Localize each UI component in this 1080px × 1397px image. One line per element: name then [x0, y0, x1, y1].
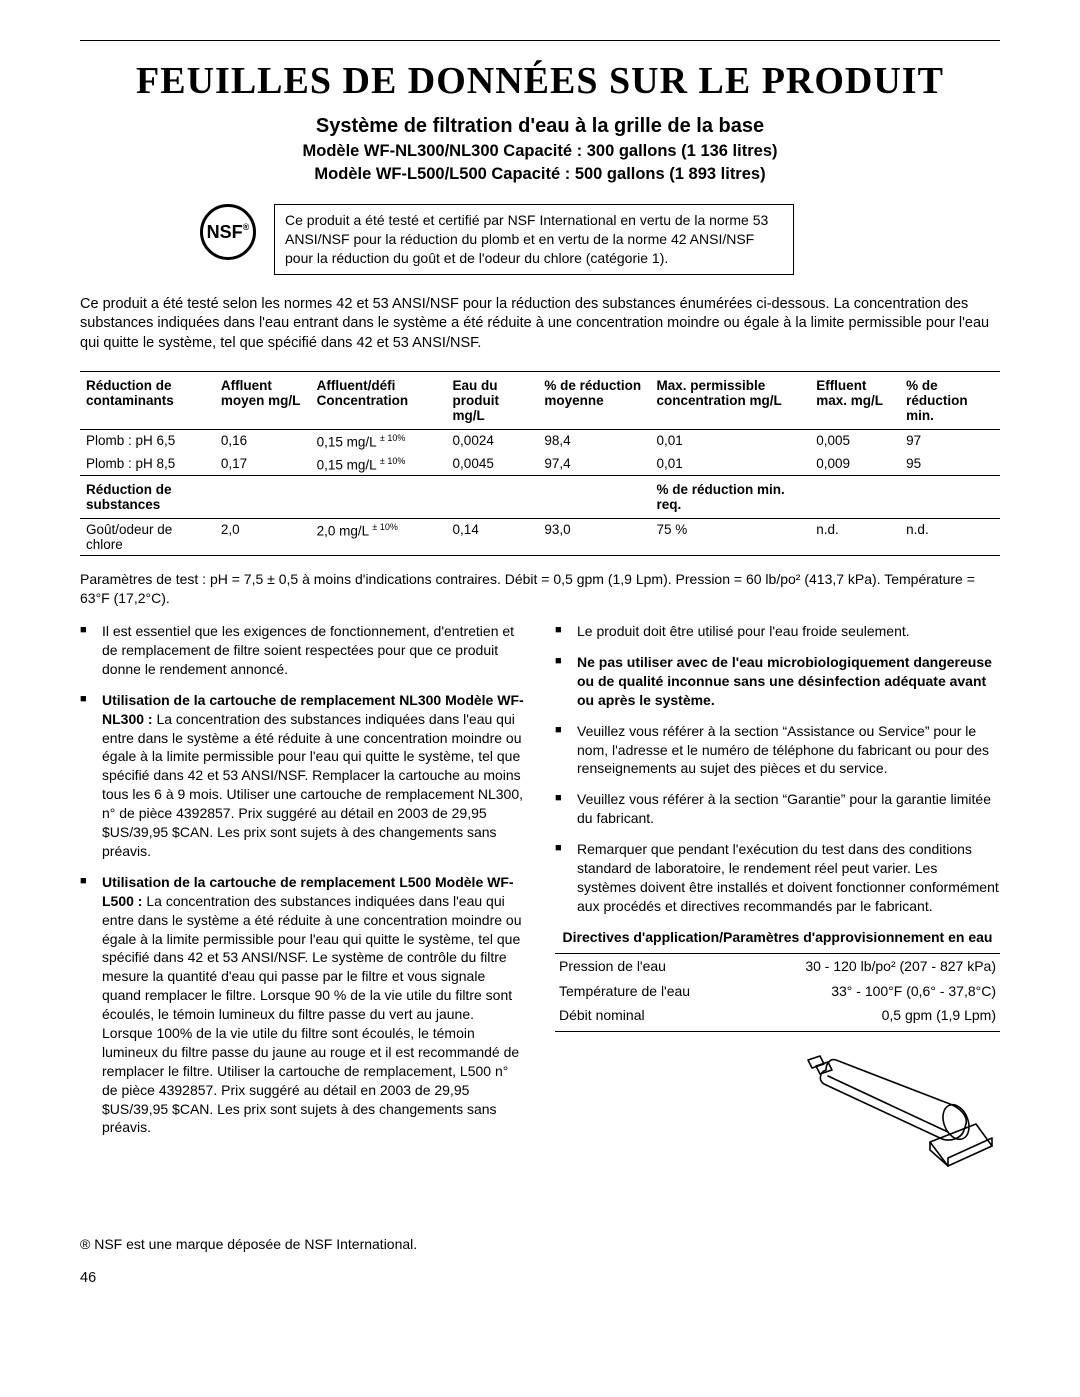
- nsf-row: NSF® Ce produit a été testé et certifié …: [200, 204, 1000, 275]
- list-item: Utilisation de la cartouche de remplacem…: [80, 691, 525, 861]
- col-h4: Eau du produit mg/L: [447, 372, 539, 430]
- table-row: Température de l'eau 33° - 100°F (0,6° -…: [555, 979, 1000, 1004]
- contaminant-table: Réduction de contaminants Affluent moyen…: [80, 371, 1000, 556]
- bullet-body: La concentration des substances indiquée…: [102, 711, 523, 859]
- cell: 0,01: [651, 453, 811, 476]
- cell: 2,0 mg/L ± 10%: [311, 519, 447, 556]
- supply-table: Pression de l'eau 30 - 120 lb/po² (207 -…: [555, 954, 1000, 1033]
- test-parameters-line: Paramètres de test : pH = 7,5 ± 0,5 à mo…: [80, 570, 1000, 608]
- cell: 98,4: [538, 430, 650, 453]
- col-h5: % de réduction moyenne: [538, 372, 650, 430]
- cell: 97: [900, 430, 1000, 453]
- cell: Pression de l'eau: [555, 954, 738, 979]
- cell: 30 - 120 lb/po² (207 - 827 kPa): [738, 954, 1000, 979]
- table-subheader-row: Réduction de substances % de réduction m…: [80, 476, 1000, 519]
- col-h1: Réduction de contaminants: [80, 372, 215, 430]
- cell: 0,15 mg/L ± 10%: [311, 430, 447, 453]
- table-row: Goût/odeur de chlore 2,0 2,0 mg/L ± 10% …: [80, 519, 1000, 556]
- list-item: Remarquer que pendant l'exécution du tes…: [555, 840, 1000, 916]
- cell: 0,0045: [447, 453, 539, 476]
- two-column-body: Il est essentiel que les exigences de fo…: [80, 622, 1000, 1176]
- cell: 0,009: [810, 453, 900, 476]
- cell: 75 %: [651, 519, 811, 556]
- table-row: Pression de l'eau 30 - 120 lb/po² (207 -…: [555, 954, 1000, 979]
- nsf-badge-text: NSF: [207, 222, 243, 242]
- cell: 93,0: [538, 519, 650, 556]
- top-rule: [80, 40, 1000, 41]
- table-header-row: Réduction de contaminants Affluent moyen…: [80, 372, 1000, 430]
- cell: 97,4: [538, 453, 650, 476]
- cell: 0,005: [810, 430, 900, 453]
- table-row: Plomb : pH 6,5 0,16 0,15 mg/L ± 10% 0,00…: [80, 430, 1000, 453]
- col-h3: Affluent/défi Concentration: [311, 372, 447, 430]
- cell: 33° - 100°F (0,6° - 37,8°C): [738, 979, 1000, 1004]
- cell: 0,17: [215, 453, 311, 476]
- cell: 0,14: [447, 519, 539, 556]
- cell: Goût/odeur de chlore: [80, 519, 215, 556]
- cell: 2,0: [215, 519, 311, 556]
- nsf-footnote: ® NSF est une marque déposée de NSF Inte…: [80, 1236, 1000, 1252]
- sub-h6: % de réduction min. req.: [651, 476, 811, 519]
- right-column: Le produit doit être utilisé pour l'eau …: [555, 622, 1000, 1176]
- list-item: Veuillez vous référer à la section “Gara…: [555, 790, 1000, 828]
- sub-h1: Réduction de substances: [80, 476, 215, 519]
- list-item: Le produit doit être utilisé pour l'eau …: [555, 622, 1000, 641]
- table-row: Débit nominal 0,5 gpm (1,9 Lpm): [555, 1003, 1000, 1031]
- cell: 95: [900, 453, 1000, 476]
- list-item: Veuillez vous référer à la section “Assi…: [555, 722, 1000, 779]
- filter-cartridge-icon: [780, 1046, 1000, 1176]
- nsf-certification-box: Ce produit a été testé et certifié par N…: [274, 204, 794, 275]
- nsf-reg-mark: ®: [243, 222, 250, 232]
- col-h2: Affluent moyen mg/L: [215, 372, 311, 430]
- supply-header: Directives d'application/Paramètres d'ap…: [555, 928, 1000, 954]
- subtitle-system: Système de filtration d'eau à la grille …: [80, 115, 1000, 138]
- cell: 0,16: [215, 430, 311, 453]
- subtitle-model-b: Modèle WF-L500/L500 Capacité : 500 gallo…: [80, 165, 1000, 184]
- intro-paragraph: Ce produit a été testé selon les normes …: [80, 295, 1000, 354]
- list-item: Utilisation de la cartouche de remplacem…: [80, 873, 525, 1137]
- list-item: Il est essentiel que les exigences de fo…: [80, 622, 525, 679]
- col-h7: Effluent max. mg/L: [810, 372, 900, 430]
- cell: 0,5 gpm (1,9 Lpm): [738, 1003, 1000, 1031]
- col-h6: Max. permissible concentration mg/L: [651, 372, 811, 430]
- table-row: Plomb : pH 8,5 0,17 0,15 mg/L ± 10% 0,00…: [80, 453, 1000, 476]
- list-item-warning: Ne pas utiliser avec de l'eau microbiolo…: [555, 653, 1000, 710]
- cell: n.d.: [810, 519, 900, 556]
- page-number: 46: [80, 1270, 1000, 1286]
- cell: 0,15 mg/L ± 10%: [311, 453, 447, 476]
- cell: Plomb : pH 8,5: [80, 453, 215, 476]
- cell: n.d.: [900, 519, 1000, 556]
- cell: Température de l'eau: [555, 979, 738, 1004]
- bullet-body: La concentration des substances indiquée…: [102, 893, 521, 1136]
- page-title: FEUILLES DE DONNÉES SUR LE PRODUIT: [80, 59, 1000, 103]
- col-h8: % de réduction min.: [900, 372, 1000, 430]
- left-column: Il est essentiel que les exigences de fo…: [80, 622, 525, 1176]
- subtitle-model-a: Modèle WF-NL300/NL300 Capacité : 300 gal…: [80, 142, 1000, 161]
- cell: Débit nominal: [555, 1003, 738, 1031]
- nsf-badge-icon: NSF®: [200, 204, 256, 260]
- cell: Plomb : pH 6,5: [80, 430, 215, 453]
- cell: 0,01: [651, 430, 811, 453]
- cell: 0,0024: [447, 430, 539, 453]
